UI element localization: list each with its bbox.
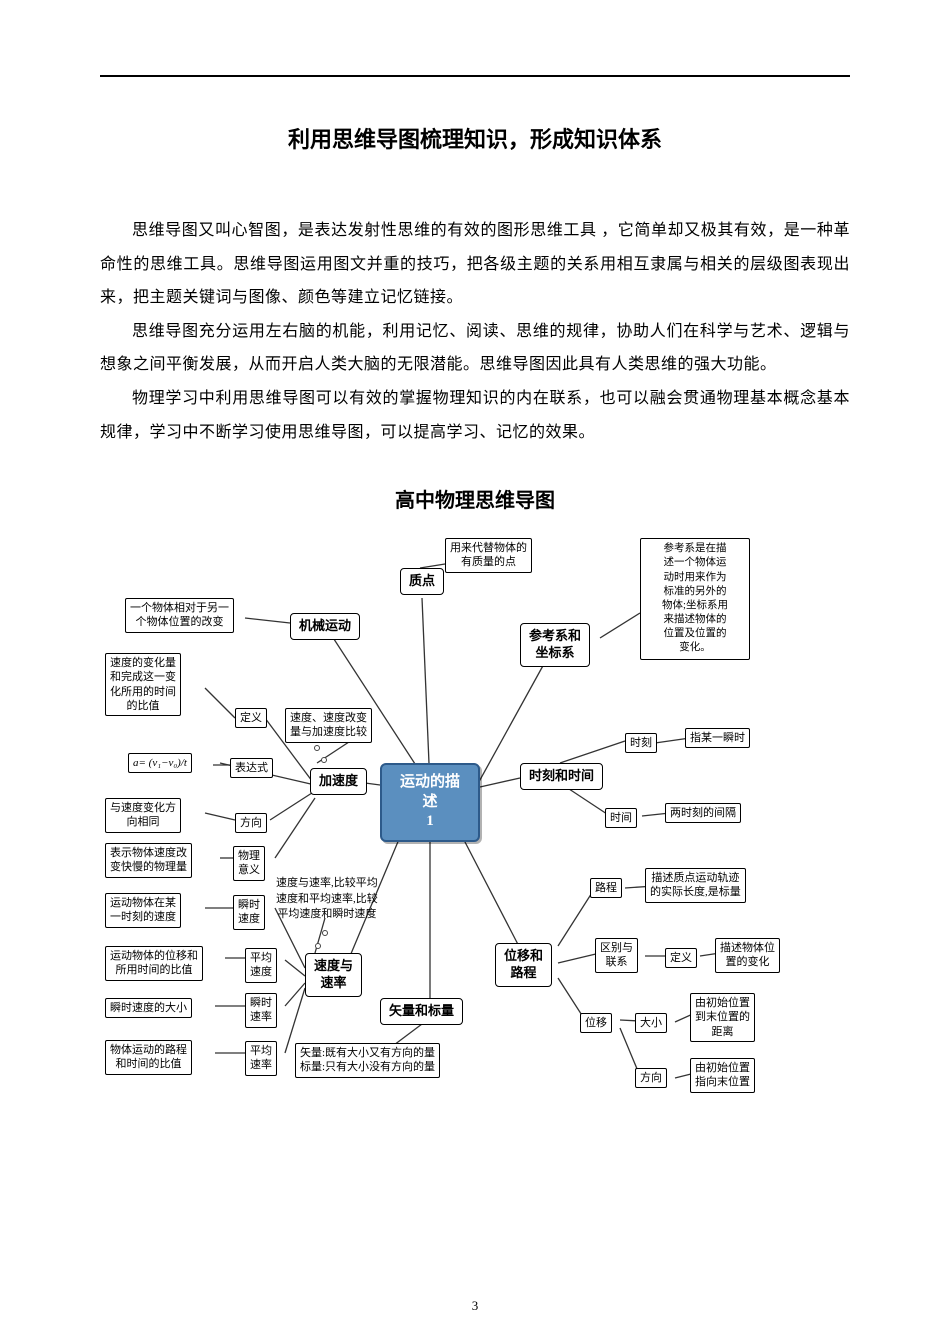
mindmap-node: 平均速率 [245, 1041, 277, 1076]
mindmap-node: 运动物体在某一时刻的速度 [105, 893, 181, 928]
mindmap-node: 瞬时速率 [245, 993, 277, 1028]
section-title: 高中物理思维导图 [100, 484, 850, 513]
mindmap-node: 两时刻的间隔 [665, 803, 741, 823]
mindmap-node: 方向 [635, 1068, 667, 1088]
page-title: 利用思维导图梳理知识，形成知识体系 [100, 122, 850, 154]
mindmap-node: 由初始位置指向末位置 [690, 1058, 755, 1093]
mindmap-node: 速度的变化量和完成这一变化所用的时间的比值 [105, 653, 181, 716]
mindmap-node: a= (v₁−v₀)/t [128, 753, 192, 773]
mindmap-node: 物体运动的路程和时间的比值 [105, 1040, 192, 1075]
intro-para-1: 思维导图又叫心智图，是表达发射性思维的有效的图形思维工具 ，它简单却又极其有效，… [100, 214, 850, 315]
mindmap-node: 由初始位置到末位置的距离 [690, 993, 755, 1042]
mindmap-node: 机械运动 [290, 613, 360, 640]
mindmap-node: 矢量和标量 [380, 998, 463, 1025]
mindmap-node: 方向 [235, 813, 267, 833]
mindmap-node: 指某一瞬时 [685, 728, 750, 748]
mindmap-node: 质点 [400, 568, 444, 595]
mindmap-node: 时间 [605, 808, 637, 828]
mindmap-node: 描述物体位置的变化 [715, 938, 780, 973]
page-number: 3 [0, 1298, 950, 1314]
mindmap-node: 表达式 [230, 758, 273, 778]
mindmap-node: 速度与速率,比较平均速度和平均速率,比较平均速度和瞬时速度 [270, 873, 384, 925]
mindmap-node: 物理意义 [233, 846, 265, 881]
mindmap-node: 区别与联系 [595, 938, 638, 973]
mindmap-node: 速度、速度改变量与加速度比较 [285, 708, 372, 743]
intro-para-2: 思维导图充分运用左右脑的机能，利用记忆、阅读、思维的规律，协助人们在科学与艺术、… [100, 315, 850, 382]
header-rule [100, 75, 850, 77]
mindmap-node: 用来代替物体的有质量的点 [445, 538, 532, 573]
mindmap-node: 时刻 [625, 733, 657, 753]
mindmap-node: 大小 [635, 1013, 667, 1033]
mindmap-node: 加速度 [310, 768, 367, 795]
mindmap-node: 一个物体相对于另一个物体位置的改变 [125, 598, 234, 633]
mindmap-node: 时刻和时间 [520, 763, 603, 790]
mindmap-center: 运动的描述1 [380, 763, 480, 842]
mindmap-node: 速度与速率 [305, 953, 362, 997]
mindmap-node: 位移 [580, 1013, 612, 1033]
mindmap-node: 参考系和坐标系 [520, 623, 590, 667]
mindmap-node: 瞬时速度 [233, 895, 265, 930]
mindmap-node: 定义 [665, 948, 697, 968]
intro-para-3: 物理学习中利用思维导图可以有效的掌握物理知识的内在联系，也可以融会贯通物理基本概… [100, 382, 850, 449]
mindmap-node: 矢量:既有大小又有方向的量标量:只有大小没有方向的量 [295, 1043, 440, 1078]
mindmap-node: 参考系是在描述一个物体运动时用来作为标准的另外的物体;坐标系用来描述物体的位置及… [640, 538, 750, 659]
mindmap-node: 瞬时速度的大小 [105, 998, 192, 1018]
mindmap-node: 描述质点运动轨迹的实际长度,是标量 [645, 868, 746, 903]
mindmap-node: 与速度变化方向相同 [105, 798, 181, 833]
mindmap-node: 路程 [590, 878, 622, 898]
mindmap-diagram: 运动的描述1 质点机械运动 参考系和坐标系时刻和时间 加速度位移和路程 速度与速率矢量和… [100, 538, 850, 1128]
mindmap-node: 运动物体的位移和所用时间的比值 [105, 946, 203, 981]
mindmap-node: 定义 [235, 708, 267, 728]
mindmap-node: 位移和路程 [495, 943, 552, 987]
mindmap-node: 表示物体速度改变快慢的物理量 [105, 843, 192, 878]
mindmap-node: 平均速度 [245, 948, 277, 983]
